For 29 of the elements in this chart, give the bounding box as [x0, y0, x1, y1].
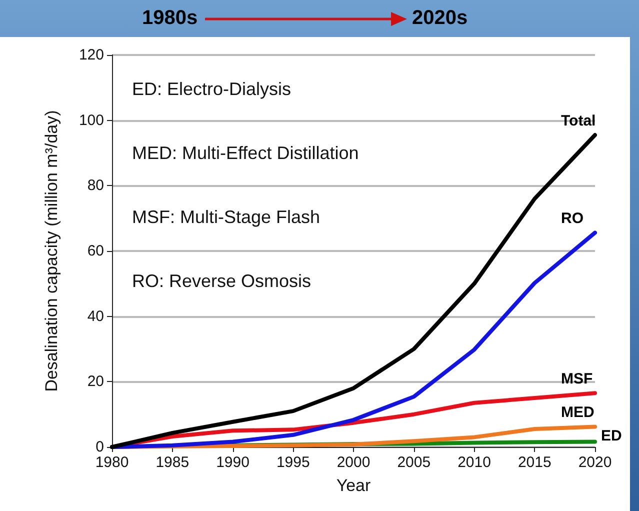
annotation: MED: Multi-Effect Distillation: [132, 143, 359, 163]
series-label: MED: [561, 404, 594, 422]
x-axis-title: Year: [336, 476, 372, 495]
y-tick-label: 20: [87, 373, 104, 390]
text: 1980s: [142, 7, 198, 30]
annotation: MSF: Multi-Stage Flash: [132, 207, 320, 227]
x-tick-label: 1985: [156, 454, 190, 471]
annotation: RO: Reverse Osmosis: [132, 271, 312, 291]
x-tick-label: 2010: [458, 454, 491, 471]
x-tick-label: 2000: [336, 454, 370, 471]
x-tick-label: 2015: [518, 454, 552, 471]
y-tick-label: 0: [96, 438, 104, 456]
y-tick-label: 120: [78, 46, 104, 64]
x-tick-label: 1980: [95, 454, 129, 471]
x-tick-label: 1995: [276, 454, 310, 471]
x-tick-label: 2005: [397, 454, 431, 471]
y-tick-label: 80: [87, 177, 104, 194]
series-label: ED: [601, 427, 622, 444]
x-tick-label: 1990: [216, 454, 250, 471]
y-tick-label: 60: [87, 242, 104, 260]
y-tick-label: 100: [78, 112, 104, 129]
series-label: RO: [561, 210, 584, 228]
annotation: ED: Electro-Dialysis: [132, 79, 292, 99]
text: 2020s: [412, 7, 468, 30]
series-label: Total: [561, 112, 596, 130]
y-tick-label: 40: [87, 308, 104, 325]
series-label: MSF: [561, 370, 593, 388]
y-axis-title: Desalination capacity (million m³/day): [42, 110, 61, 392]
x-tick-label: 2020: [578, 454, 612, 471]
